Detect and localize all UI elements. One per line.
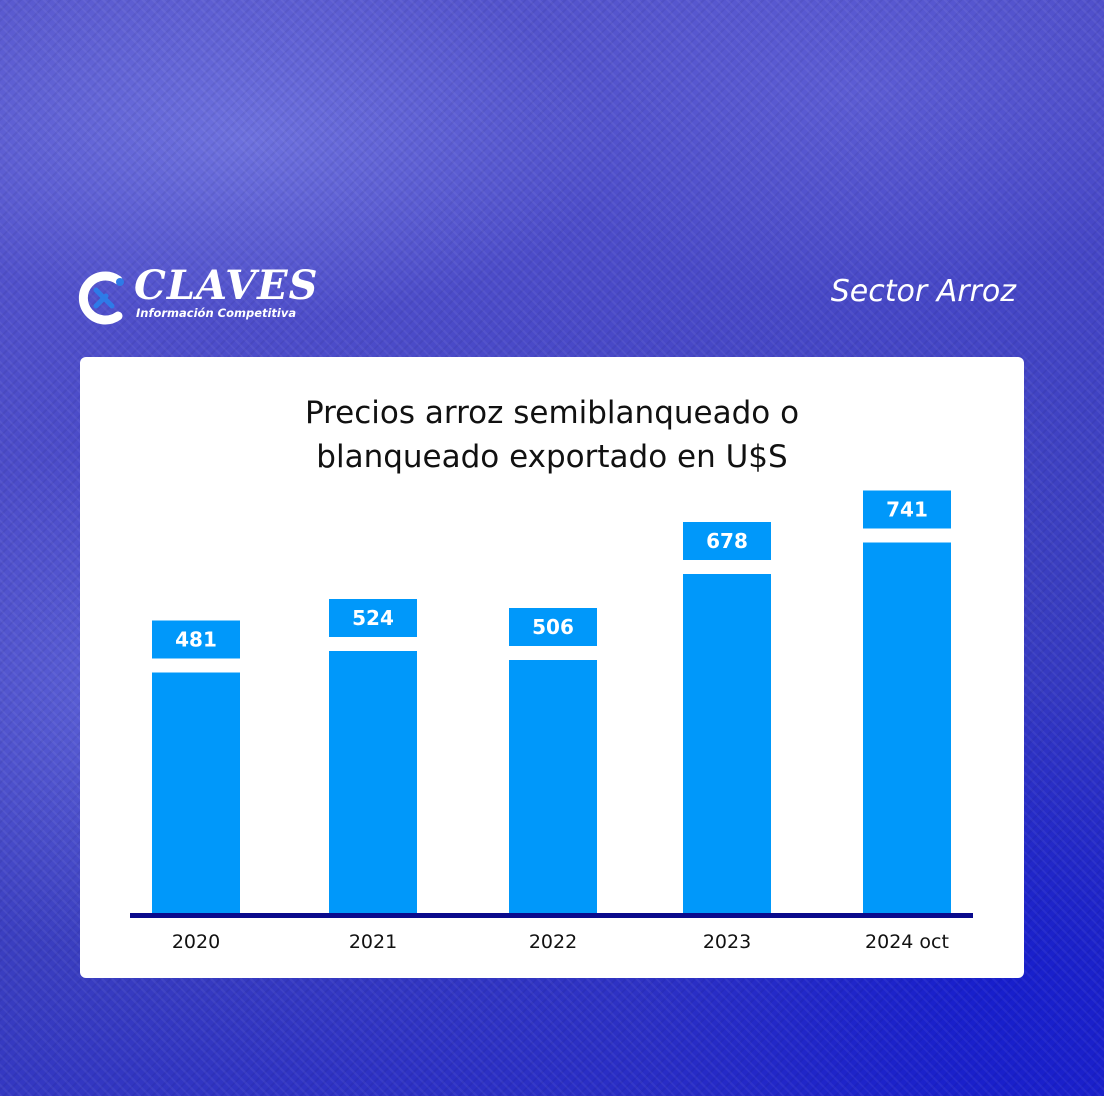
chart-title-line-2: blanqueado exportado en U$S <box>316 439 788 475</box>
data-label: 481 <box>175 628 217 652</box>
data-label: 678 <box>706 529 748 553</box>
brand-tagline: Información Competitiva <box>136 306 297 320</box>
sector-title: Sector Arroz <box>830 274 1016 309</box>
bar-2020 <box>152 672 240 913</box>
chart-title: Precios arroz semiblanqueado o blanquead… <box>80 391 1024 479</box>
x-tick-label: 2022 <box>529 931 577 953</box>
chart-title-line-1: Precios arroz semiblanqueado o <box>304 395 800 431</box>
x-tick-label: 2020 <box>172 931 220 953</box>
data-label-box <box>683 522 771 560</box>
data-label-box <box>329 599 417 637</box>
claves-logo-icon <box>78 271 124 325</box>
data-label: 741 <box>886 498 928 522</box>
bar-2024-oct <box>863 542 951 913</box>
data-label: 506 <box>532 615 574 639</box>
data-label-box <box>509 608 597 646</box>
x-axis-line <box>130 913 973 918</box>
data-label-box <box>152 620 240 659</box>
bar-2021 <box>329 651 417 913</box>
bar-chart: 481 2020 524 2021 506 2022 678 2023 741 2024 oct <box>130 490 973 953</box>
bar-2022 <box>509 660 597 913</box>
claves-logo: CLAVES Información Competitiva <box>76 262 336 330</box>
data-label: 524 <box>352 606 394 630</box>
x-tick-label: 2021 <box>349 931 397 953</box>
x-tick-label: 2023 <box>703 931 751 953</box>
bar-2023 <box>683 574 771 913</box>
chart-card: Precios arroz semiblanqueado o blanquead… <box>80 357 1024 978</box>
x-tick-label: 2024 oct <box>865 931 949 953</box>
data-label-box <box>863 490 951 529</box>
brand-name: CLAVES <box>134 262 319 309</box>
